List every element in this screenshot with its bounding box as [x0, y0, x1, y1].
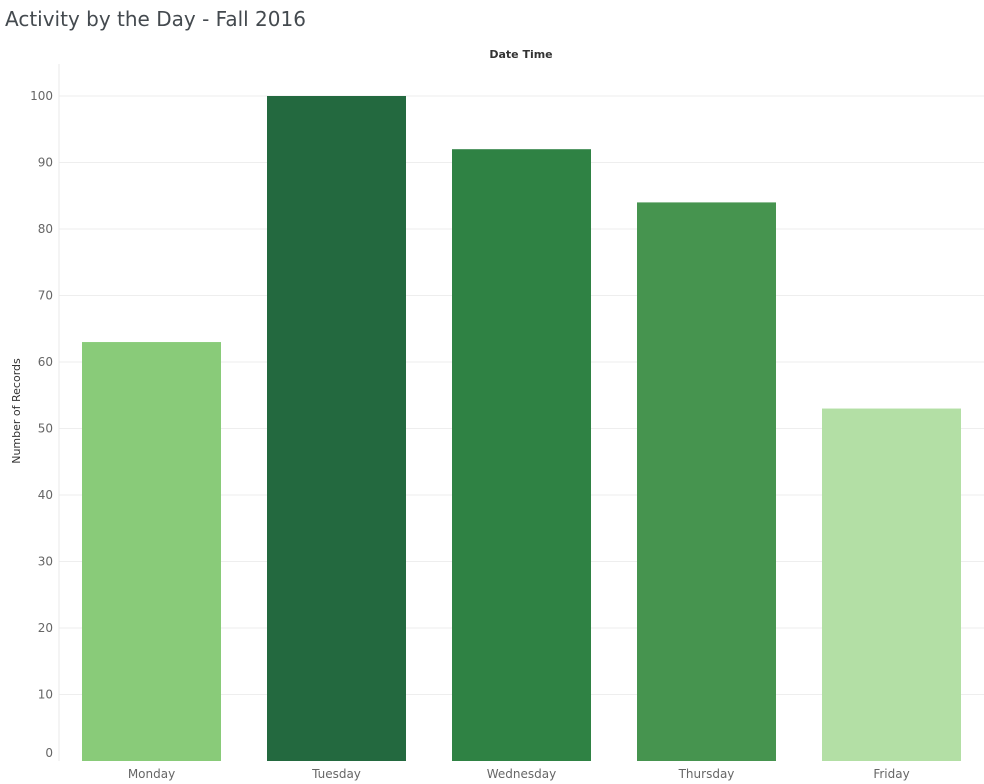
bars-group — [82, 96, 961, 761]
y-tick-label: 30 — [38, 555, 53, 569]
y-tick-label: 80 — [38, 222, 53, 236]
y-tick-label: 20 — [38, 621, 53, 635]
y-axis-title: Number of Records — [10, 358, 23, 464]
y-tick-label: 40 — [38, 488, 53, 502]
column-header: Date Time — [489, 48, 552, 61]
x-tick-label-thursday: Thursday — [678, 767, 735, 781]
x-tick-label-wednesday: Wednesday — [487, 767, 556, 781]
y-tick-label: 50 — [38, 422, 53, 436]
y-tick-label: 60 — [38, 355, 53, 369]
bar-thursday — [637, 202, 776, 761]
y-axis-ticks: 0 10 20 30 40 50 60 70 80 90 100 — [30, 89, 53, 760]
bar-tuesday — [267, 96, 406, 761]
y-tick-label: 0 — [45, 746, 53, 760]
y-tick-label: 70 — [38, 289, 53, 303]
chart-title: Activity by the Day - Fall 2016 — [5, 7, 306, 31]
bar-friday — [822, 408, 961, 761]
y-tick-label: 100 — [30, 89, 53, 103]
y-tick-label: 90 — [38, 156, 53, 170]
x-tick-label-friday: Friday — [873, 767, 909, 781]
x-tick-label-tuesday: Tuesday — [311, 767, 361, 781]
y-tick-label: 10 — [38, 688, 53, 702]
bar-wednesday — [452, 149, 591, 761]
x-tick-label-monday: Monday — [128, 767, 175, 781]
bar-monday — [82, 342, 221, 761]
x-axis-ticks: Monday Tuesday Wednesday Thursday Friday — [128, 767, 910, 781]
